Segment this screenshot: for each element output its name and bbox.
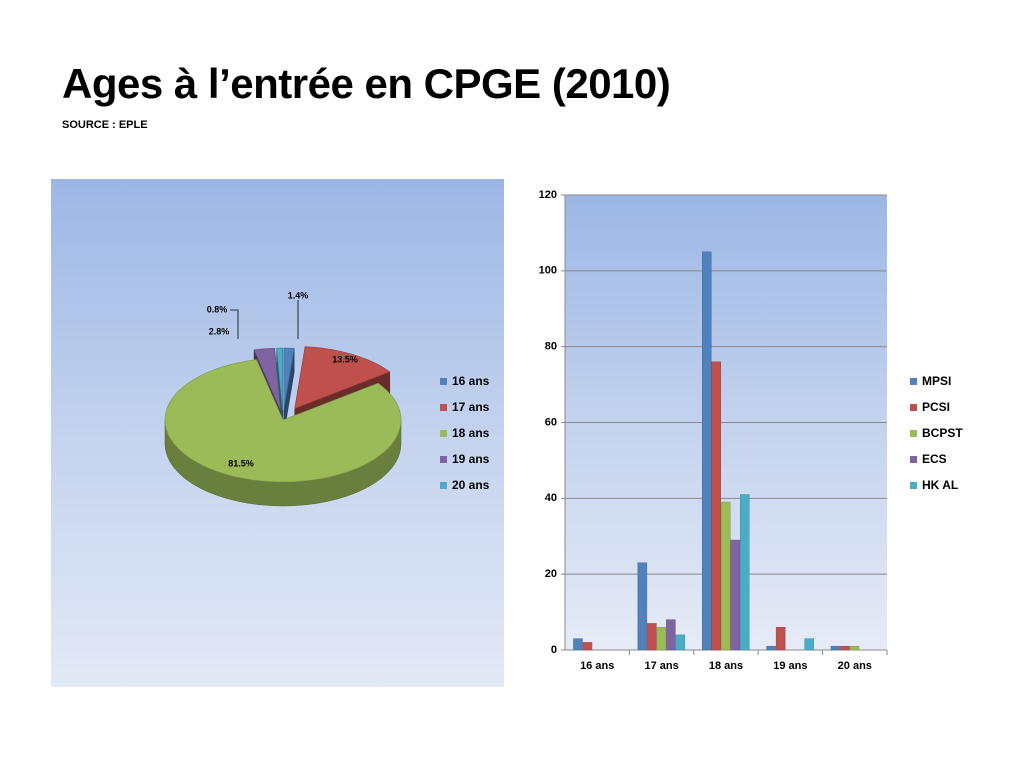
bar-legend: MPSI PCSI BCPST ECS HK AL	[910, 368, 963, 498]
x-tick-label: 18 ans	[709, 660, 743, 672]
pie-legend-label: 17 ans	[452, 400, 490, 414]
bar-pcsi	[711, 361, 721, 651]
bar-bcpst	[849, 645, 860, 651]
bar-legend-label: MPSI	[922, 374, 952, 388]
pie-data-label: 0.8%	[207, 304, 228, 314]
pie-legend-item: 20 ans	[440, 472, 489, 498]
bar-hk-al	[804, 638, 814, 651]
pie-slice-0	[283, 347, 295, 435]
bar-pcsi	[647, 623, 657, 651]
y-tick-label: 100	[539, 265, 557, 277]
bar-legend-label: ECS	[922, 452, 947, 466]
pie-data-label: 13.5%	[332, 354, 358, 364]
pie-data-label: 1.4%	[288, 290, 309, 300]
pie-legend-swatch	[440, 403, 447, 411]
bar-legend-item: BCPST	[910, 420, 963, 446]
bar-ecs	[730, 539, 740, 651]
pie-leader-line	[230, 309, 239, 339]
bar-chart: 0 20 40 60 80 100 120 16 ans 17 ans 18 ans 19 ans 2…	[539, 189, 888, 672]
pie-chart-panel: 1.4% 13.5% 81.5% 2.8% 0.8% 16 ans 17 ans 18 an…	[51, 179, 504, 687]
bar-bcpst	[656, 627, 667, 651]
pie-chart: 1.4% 13.5% 81.5% 2.8% 0.8%	[164, 290, 402, 507]
x-tick-label: 20 ans	[838, 660, 872, 672]
y-tick-label: 120	[539, 189, 557, 201]
bar-legend-item: HK AL	[910, 472, 963, 498]
y-tick-label: 0	[551, 644, 557, 656]
bar-legend-item: MPSI	[910, 368, 963, 394]
pie-legend-swatch	[440, 455, 447, 463]
bar-legend-item: PCSI	[910, 394, 963, 420]
bar-legend-swatch	[910, 377, 917, 385]
pie-legend-label: 18 ans	[452, 426, 490, 440]
pie-legend-label: 20 ans	[452, 478, 490, 492]
x-tick-label: 16 ans	[580, 660, 614, 672]
bar-ecs	[666, 619, 676, 651]
y-tick-label: 20	[545, 568, 557, 580]
bar-mpsi	[637, 562, 648, 651]
pie-legend-label: 19 ans	[452, 452, 490, 466]
pie-legend-item: 18 ans	[440, 420, 489, 446]
bar-mpsi	[830, 645, 841, 651]
y-tick-label: 80	[545, 341, 557, 353]
bar-legend-label: HK AL	[922, 478, 959, 492]
pie-legend-item: 19 ans	[440, 446, 489, 472]
bar-pcsi	[582, 642, 593, 651]
bar-legend-swatch	[910, 403, 917, 411]
y-tick-label: 60	[545, 416, 557, 428]
bar-legend-swatch	[910, 481, 917, 489]
bar-hk-al	[740, 494, 750, 651]
bar-legend-label: BCPST	[922, 426, 963, 440]
pie-data-label: 81.5%	[228, 458, 254, 468]
bar-mpsi	[573, 638, 583, 651]
bar-hk-al	[675, 634, 686, 651]
pie-legend-swatch	[440, 429, 447, 437]
bar-bcpst	[721, 501, 731, 651]
x-tick-label: 17 ans	[644, 660, 678, 672]
pie-legend-swatch	[440, 377, 447, 385]
bar-legend-label: PCSI	[922, 400, 951, 414]
pie-legend-item: 17 ans	[440, 394, 489, 420]
pie-legend-label: 16 ans	[452, 374, 490, 388]
bar-legend-swatch	[910, 429, 917, 437]
pie-slice-2	[164, 359, 402, 507]
bar-pcsi	[775, 627, 786, 651]
bar-legend-swatch	[910, 455, 917, 463]
pie-data-label: 2.8%	[209, 326, 230, 336]
y-tick-label: 40	[545, 492, 557, 504]
bar-pcsi	[840, 645, 850, 651]
pie-legend: 16 ans 17 ans 18 ans 19 ans 20 ans	[440, 368, 489, 498]
pie-legend-item: 16 ans	[440, 368, 489, 394]
bar-mpsi	[766, 645, 776, 651]
bar-legend-item: ECS	[910, 446, 963, 472]
bar-mpsi	[702, 251, 712, 651]
x-tick-label: 19 ans	[773, 660, 807, 672]
source-caption: SOURCE : EPLE	[62, 119, 148, 131]
page-title: Ages à l’entrée en CPGE (2010)	[62, 60, 671, 107]
pie-legend-swatch	[440, 481, 447, 489]
